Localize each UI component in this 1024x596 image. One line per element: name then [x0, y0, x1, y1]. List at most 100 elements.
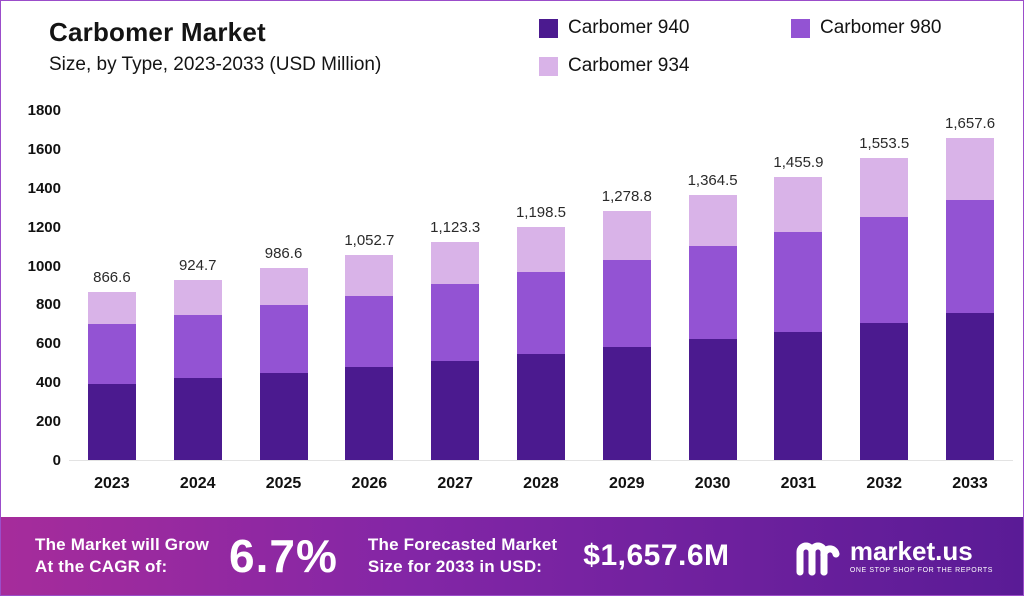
stacked-bar — [946, 137, 995, 460]
y-axis-tick-label: 1400 — [27, 179, 61, 197]
banner: The Market will Grow At the CAGR of: 6.7… — [1, 517, 1023, 595]
bar-group: 866.6 — [69, 111, 155, 460]
y-axis-tick-label: 1600 — [27, 140, 61, 158]
legend-swatch-icon — [791, 18, 810, 38]
legend-label: Carbomer 934 — [568, 55, 690, 76]
x-axis-tick-label: 2029 — [608, 475, 645, 492]
bar-segment-carbomer-934 — [516, 226, 565, 273]
y-axis-tick-label: 1000 — [27, 257, 61, 275]
bar-segment-carbomer-940 — [946, 313, 995, 460]
x-axis-tick-label: 2025 — [265, 475, 302, 492]
y-axis-tick-label: 600 — [35, 335, 61, 353]
bar-segment-carbomer-980 — [774, 231, 823, 332]
y-axis-tick-label: 200 — [35, 413, 61, 430]
bar-segment-carbomer-940 — [173, 378, 222, 460]
bar-segment-carbomer-940 — [602, 347, 651, 460]
bar-group: 1,455.9 — [756, 111, 842, 460]
x-axis-tick-label: 2033 — [952, 475, 988, 492]
bar-segment-carbomer-934 — [860, 157, 909, 217]
cagr-label: The Market will Grow At the CAGR of: — [35, 534, 209, 578]
marketus-logo: market.us ONE STOP SHOP FOR THE REPORTS — [796, 536, 993, 576]
stacked-bar — [516, 226, 565, 460]
stacked-bar — [87, 291, 136, 460]
forecast-value: $1,657.6M — [583, 539, 730, 572]
bar-total-label: 1,455.9 — [773, 153, 824, 171]
bar-segment-carbomer-980 — [345, 295, 394, 367]
bar-total-label: 1,553.5 — [859, 134, 910, 152]
marketus-logo-icon — [796, 536, 840, 576]
forecast-label: The Forecasted Market Size for 2033 in U… — [368, 534, 557, 578]
bar-segment-carbomer-980 — [860, 216, 909, 323]
bar-segment-carbomer-934 — [688, 194, 737, 247]
x-axis-tick-label: 2026 — [351, 475, 388, 492]
bar-segment-carbomer-980 — [259, 305, 308, 374]
bar-segment-carbomer-940 — [774, 331, 823, 460]
x-axis-tick-label: 2030 — [694, 475, 731, 492]
y-axis-tick-label: 1200 — [27, 218, 61, 236]
bar-segment-carbomer-940 — [688, 339, 737, 460]
bar-total-label: 866.6 — [93, 268, 131, 286]
bar-total-label: 1,123.3 — [430, 218, 481, 236]
y-axis-tick-label: 400 — [35, 374, 61, 392]
stacked-bar — [259, 268, 308, 460]
x-axis-tick-label: 2032 — [866, 475, 903, 492]
bar-total-label: 1,657.6 — [945, 114, 996, 132]
bar-segment-carbomer-980 — [173, 315, 222, 379]
bar-segment-carbomer-934 — [259, 268, 308, 306]
bar-group: 1,123.3 — [412, 111, 498, 460]
bar-total-label: 1,364.5 — [687, 171, 738, 189]
x-axis-tick-label: 2024 — [179, 475, 216, 492]
bar-total-label: 1,278.8 — [601, 188, 652, 206]
stacked-bar — [345, 255, 394, 460]
stacked-bar — [431, 241, 480, 460]
bar-segment-carbomer-934 — [602, 211, 651, 260]
bar-segment-carbomer-934 — [431, 241, 480, 285]
cagr-label-line1: The Market will Grow — [35, 534, 210, 554]
bar-segment-carbomer-940 — [431, 360, 480, 460]
bar-group: 1,278.8 — [584, 111, 670, 460]
bar-segment-carbomer-980 — [516, 272, 565, 355]
legend-swatch-icon — [539, 56, 558, 76]
bar-segment-carbomer-980 — [87, 323, 136, 385]
y-axis: 1800 1600 1400 1200 1000 800 600 400 200 0 — [9, 101, 61, 471]
bar-total-label: 1,052.7 — [344, 232, 395, 250]
forecast-label-line2: Size for 2033 in USD: — [367, 557, 543, 576]
stacked-bar — [173, 280, 222, 460]
bar-segment-carbomer-940 — [345, 366, 394, 460]
stacked-bar — [688, 194, 737, 460]
legend-label: Carbomer 980 — [820, 17, 942, 38]
bar-segment-carbomer-934 — [345, 255, 394, 296]
bar-group: 1,198.5 — [498, 111, 584, 460]
cagr-value: 6.7% — [229, 530, 338, 582]
bar-total-label: 1,198.5 — [515, 203, 566, 221]
bar-group: 1,052.7 — [326, 111, 412, 460]
bar-group: 986.6 — [241, 111, 327, 460]
stacked-bar — [774, 176, 823, 460]
bar-segment-carbomer-934 — [87, 291, 136, 324]
chart-title: Carbomer Market — [49, 17, 266, 47]
bar-segment-carbomer-934 — [173, 280, 222, 316]
chart-subtitle: Size, by Type, 2023-2033 (USD Million) — [49, 54, 382, 75]
x-axis-tick-label: 2031 — [780, 475, 817, 492]
bar-segment-carbomer-934 — [774, 176, 823, 232]
bar-group: 1,657.6 — [927, 111, 1013, 460]
forecast-label-line1: The Forecasted Market — [367, 534, 558, 554]
legend-swatch-icon — [539, 18, 558, 38]
stacked-bar — [860, 157, 909, 460]
x-axis-tick-label: 2028 — [523, 475, 559, 492]
y-axis-tick-label: 800 — [35, 296, 61, 314]
bar-total-label: 924.7 — [178, 257, 217, 275]
cagr-label-line2: At the CAGR of: — [35, 557, 168, 576]
bar-segment-carbomer-980 — [602, 259, 651, 348]
bar-segment-carbomer-980 — [431, 284, 480, 361]
bar-segment-carbomer-980 — [688, 246, 737, 340]
marketus-logo-tagline: ONE STOP SHOP FOR THE REPORTS — [849, 567, 993, 574]
marketus-logo-text: market.us ONE STOP SHOP FOR THE REPORTS — [850, 538, 993, 574]
y-axis-tick-label: 0 — [52, 451, 61, 469]
bar-group: 924.7 — [155, 111, 241, 460]
x-axis-tick-label: 2027 — [437, 475, 473, 492]
legend-item: Carbomer 934 — [539, 55, 791, 77]
y-axis-tick-label: 1800 — [27, 102, 61, 119]
plot: 866.6 924.7 986.6 1,052.7 1,123.3 1,198.5 1,27… — [69, 111, 1013, 461]
